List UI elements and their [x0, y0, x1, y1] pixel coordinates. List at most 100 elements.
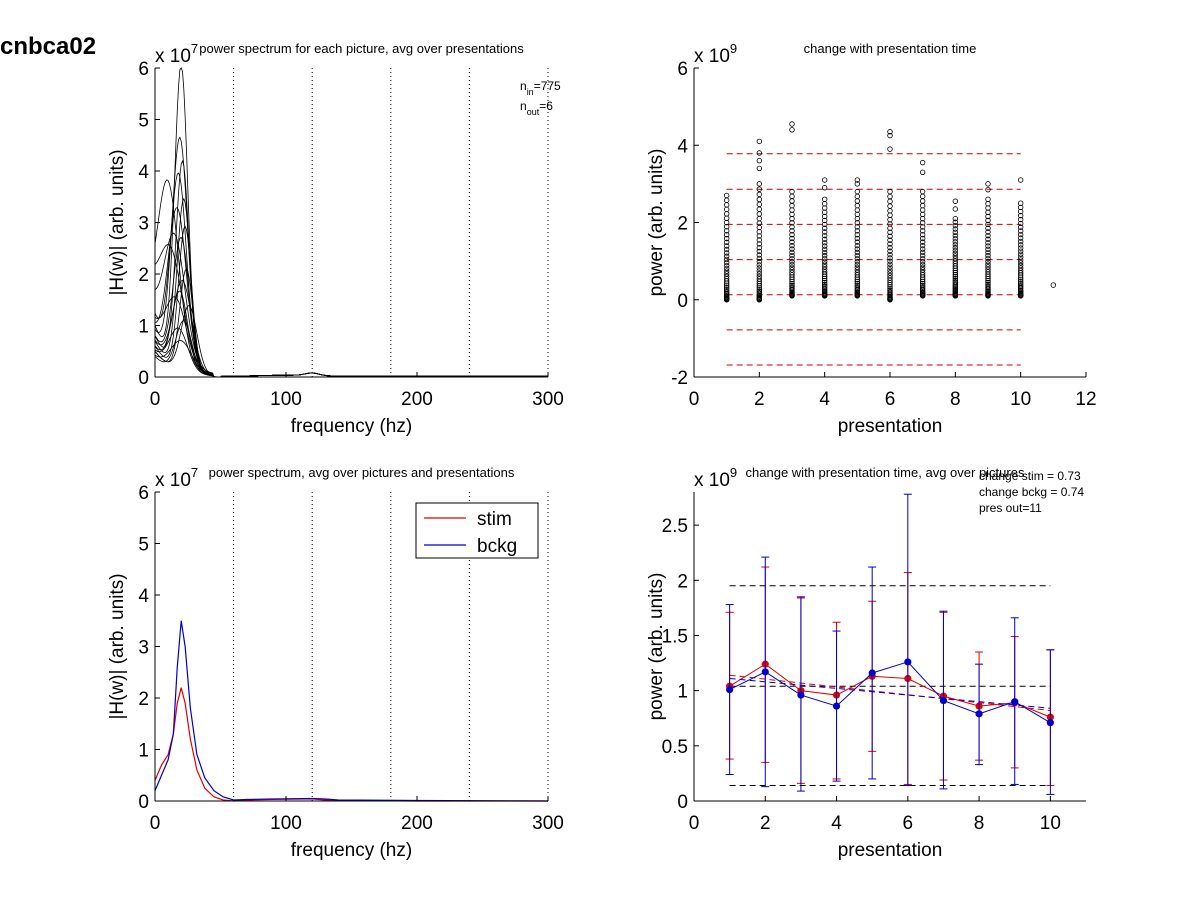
data-point: [985, 213, 991, 220]
y-tick-label: 3: [138, 214, 149, 235]
data-point: [985, 279, 991, 286]
data-point: [1017, 208, 1024, 215]
y-tick-label: 2: [677, 571, 688, 592]
data-point: [789, 198, 795, 204]
data-point: [854, 285, 861, 292]
data-point: [1017, 235, 1024, 241]
data-point: [789, 280, 795, 287]
n-out-value: =6: [539, 99, 553, 113]
data-point: [1017, 228, 1024, 234]
data-point: [821, 255, 828, 262]
data-point: [789, 264, 795, 271]
y-tick-label: 2.5: [662, 516, 688, 537]
data-point: [919, 232, 926, 238]
data-point: [985, 261, 991, 267]
data-point: [756, 186, 763, 192]
data-point: [854, 232, 861, 238]
data-point: [789, 202, 795, 209]
data-point: [919, 284, 926, 290]
data-point: [887, 233, 893, 240]
data-point: [985, 249, 991, 256]
data-point: [952, 273, 959, 280]
data-point: [887, 264, 893, 270]
data-point: [985, 281, 991, 288]
outlier-point: [887, 132, 893, 139]
outlier-point: [789, 127, 795, 133]
data-point: [723, 259, 730, 266]
data-point: [1017, 260, 1024, 266]
x-tick-label: 100: [270, 813, 302, 834]
data-point: [952, 253, 959, 259]
data-point: [821, 221, 828, 228]
data-point: [887, 270, 893, 276]
data-point: [723, 288, 730, 294]
spectrum-trace: [154, 197, 548, 378]
data-point: [854, 269, 861, 276]
point-bckg: [939, 696, 948, 705]
y-exponent-power: 9: [730, 465, 737, 480]
data-point: [821, 249, 828, 256]
data-point: [789, 252, 795, 259]
data-point: [821, 196, 828, 203]
data-point: [952, 250, 959, 257]
y-exponent-power: 9: [730, 41, 737, 56]
data-point: [821, 258, 828, 265]
y-tick-label: 6: [677, 59, 688, 80]
x-tick-label: 100: [270, 389, 302, 410]
data-point: [756, 259, 763, 265]
data-point: [821, 217, 828, 224]
data-point: [789, 282, 795, 288]
data-point: [919, 252, 926, 259]
data-point: [985, 255, 991, 262]
x-tick-label: 6: [885, 389, 896, 410]
data-point: [789, 267, 795, 273]
data-point: [952, 247, 959, 254]
x-axis-label: frequency (hz): [291, 416, 412, 437]
data-point: [887, 198, 893, 205]
data-point: [756, 290, 763, 296]
stats-annotation: change bckg = 0.74: [979, 485, 1084, 499]
data-point: [723, 286, 730, 292]
data-point: [789, 235, 795, 242]
data-point: [723, 289, 730, 296]
data-point: [854, 239, 861, 245]
data-point: [821, 283, 828, 289]
y-axis-label: power (arb. units): [646, 149, 667, 297]
data-point: [1017, 242, 1024, 248]
legend: stim bckg: [415, 502, 539, 559]
data-point: [723, 192, 730, 199]
y-exponent-base: x 10: [155, 46, 191, 67]
legend-box: [415, 502, 539, 559]
y-tick-label: 0: [138, 368, 149, 389]
data-point: [985, 229, 991, 235]
data-point: [919, 198, 926, 204]
spectrum-trace: [154, 296, 548, 378]
outlier-point: [756, 157, 763, 164]
data-point: [854, 252, 861, 259]
y-axis-label: |H(w)| (arb. units): [107, 149, 128, 295]
data-point: [985, 243, 991, 249]
outlier-point: [821, 185, 828, 191]
data-point: [919, 267, 926, 273]
data-point: [723, 253, 730, 259]
data-point: [723, 232, 730, 238]
data-point: [821, 213, 828, 220]
point-bckg: [904, 658, 912, 666]
data-point: [985, 217, 991, 224]
y-tick-label: 5: [138, 535, 149, 556]
data-point: [887, 241, 893, 247]
data-point: [821, 277, 828, 284]
n-out-annotation: nout=6: [520, 99, 553, 117]
chart-title: power spectrum for each picture, avg ove…: [199, 41, 524, 56]
data-point: [854, 282, 861, 288]
data-point: [1017, 262, 1024, 269]
outlier-point: [756, 150, 763, 156]
data-point: [887, 251, 893, 258]
data-point: [789, 224, 795, 230]
n-out-label: n: [520, 99, 527, 113]
data-point: [821, 232, 828, 239]
data-point: [723, 250, 730, 256]
data-point: [1017, 257, 1024, 263]
data-point: [789, 232, 795, 238]
